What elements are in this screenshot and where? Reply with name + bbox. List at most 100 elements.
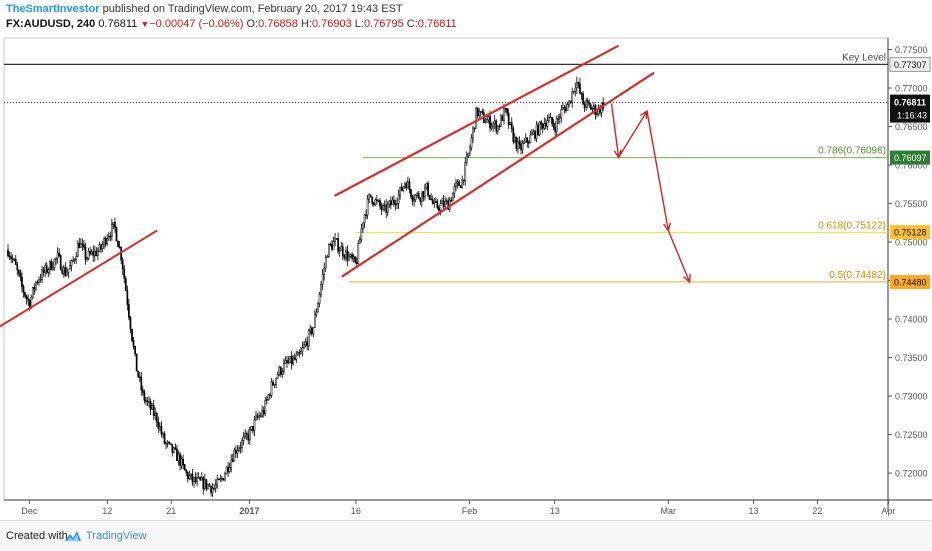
- symbol-label[interactable]: FX:AUDUSD, 240: [6, 18, 96, 30]
- candle-body: [568, 100, 570, 105]
- open-value: 0.76858: [258, 18, 298, 30]
- time-tick-label: Feb: [462, 506, 478, 516]
- candle-body: [489, 116, 491, 129]
- candle-body: [283, 362, 285, 372]
- candle-body: [98, 244, 101, 252]
- candle-body: [205, 479, 208, 489]
- candle-body: [84, 246, 87, 260]
- candle-body: [534, 131, 536, 139]
- candle-body: [577, 82, 580, 85]
- candle-body: [447, 200, 450, 210]
- candle-body: [165, 442, 167, 445]
- candle-body: [121, 259, 124, 270]
- fib-axis-label: 0.75128: [894, 228, 927, 238]
- candle-body: [464, 162, 467, 182]
- candle-body: [41, 269, 43, 280]
- candle-body: [371, 196, 374, 204]
- candle-body: [439, 203, 442, 211]
- candle-body: [390, 200, 392, 206]
- candle-body: [148, 401, 150, 403]
- candle-body: [222, 477, 225, 481]
- candle-body: [500, 115, 502, 127]
- candle-body: [394, 203, 397, 206]
- candle-body: [318, 294, 321, 304]
- candle-body: [527, 142, 530, 144]
- candle-body: [90, 251, 93, 255]
- candle-body: [596, 113, 598, 115]
- candle-body: [241, 440, 243, 448]
- candle-body: [360, 228, 363, 240]
- time-tick-label: 16: [351, 506, 361, 516]
- chart-area[interactable]: 0.77500 0.77000 0.76500 0.76000 0.75500 0.750…: [0, 34, 932, 519]
- candle-body: [537, 124, 539, 136]
- author-link[interactable]: TheSmartInvestor: [6, 3, 100, 15]
- price-chart[interactable]: 0.77500 0.77000 0.76500 0.76000 0.75500 0.750…: [0, 34, 932, 519]
- candle-body: [334, 238, 336, 242]
- candle-body: [328, 243, 330, 257]
- candle-body: [509, 122, 512, 125]
- candle-body: [11, 258, 14, 260]
- candle-body: [19, 273, 22, 278]
- candle-body: [304, 341, 307, 345]
- candle-body: [10, 256, 12, 259]
- candle-body: [496, 125, 499, 132]
- candle-body: [216, 478, 219, 486]
- candle-body: [382, 205, 384, 210]
- candle-body: [255, 415, 257, 421]
- candle-body: [408, 181, 411, 190]
- candle-body: [566, 104, 569, 112]
- candle-body: [235, 449, 237, 454]
- candle-body: [326, 256, 329, 258]
- candle-body: [541, 123, 544, 129]
- candle-body: [196, 477, 198, 482]
- candle-body: [297, 352, 299, 356]
- projection-arrow-line: [618, 110, 648, 158]
- candle-body: [293, 357, 296, 360]
- candle-body: [580, 92, 583, 95]
- candle-body: [366, 198, 369, 216]
- candle-body: [444, 201, 446, 207]
- candle-body: [250, 426, 253, 431]
- candle-body: [402, 186, 405, 191]
- candle-body: [18, 269, 20, 274]
- candle-body: [289, 356, 291, 363]
- footer: Created with TradingView: [0, 520, 932, 551]
- candle-body: [89, 251, 92, 255]
- candle-body: [572, 91, 575, 93]
- candle-body: [320, 284, 322, 295]
- candle-body: [493, 120, 496, 125]
- candle-body: [416, 193, 419, 196]
- candle-body: [61, 269, 64, 274]
- candle-body: [193, 477, 195, 482]
- candle-body: [585, 100, 587, 108]
- candle-body: [117, 240, 119, 248]
- candle-body: [67, 268, 70, 273]
- candle-body: [227, 466, 229, 472]
- price-tick-label: 0.72000: [895, 469, 928, 479]
- candle-body: [532, 131, 535, 135]
- december-trendline: [0, 229, 158, 328]
- candle-body: [8, 255, 11, 257]
- tradingview-brand[interactable]: TradingView: [86, 530, 147, 542]
- candle-body: [455, 182, 457, 188]
- candle-body: [131, 329, 133, 341]
- candle-body: [217, 478, 220, 481]
- candle-body: [518, 141, 521, 145]
- candle-body: [386, 204, 389, 213]
- candle-body: [475, 107, 477, 129]
- candle-body: [276, 374, 279, 379]
- price-change: −0.00047 (−0.06%): [149, 18, 244, 30]
- candle-body: [300, 350, 302, 355]
- candle-body: [146, 400, 149, 403]
- candle-body: [526, 137, 529, 143]
- candle-body: [13, 259, 16, 261]
- candle-body: [414, 194, 417, 200]
- candle-body: [582, 93, 584, 105]
- candle-body: [546, 120, 549, 127]
- candle-countdown-label: 1:16:43: [897, 111, 927, 121]
- candle-body: [469, 147, 471, 154]
- fib-level-label: 0.786(0.76096): [818, 146, 886, 157]
- candle-body: [44, 265, 47, 273]
- price-tick-label: 0.73500: [895, 353, 928, 363]
- projection-arrow-line: [610, 103, 620, 158]
